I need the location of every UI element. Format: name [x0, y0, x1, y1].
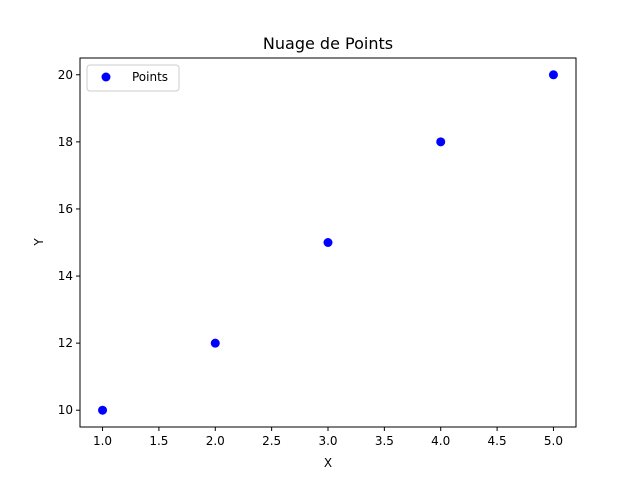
- y-tick-label: 14: [58, 269, 73, 283]
- x-axis-ticks: 1.0 1.5 2.0 2.5 3.0 3.5 4.0 4.5 5.0: [93, 427, 563, 448]
- legend-marker: [101, 72, 111, 82]
- x-tick-label: 4.5: [488, 434, 507, 448]
- scatter-points: [98, 70, 558, 415]
- legend-box: [86, 64, 180, 92]
- x-tick-label: 2.0: [206, 434, 225, 448]
- x-tick-label: 3.0: [318, 434, 337, 448]
- y-tick-label: 20: [58, 68, 73, 82]
- y-tick-label: 18: [58, 135, 73, 149]
- scatter-point: [323, 238, 333, 247]
- x-axis-label: X: [324, 456, 332, 470]
- scatter-point: [98, 405, 108, 415]
- scatter-point: [548, 70, 558, 80]
- x-tick-label: 5.0: [544, 434, 563, 448]
- y-axis-ticks: 10 12 14 16 18 20: [58, 68, 80, 417]
- x-tick-label: 1.5: [149, 434, 168, 448]
- y-tick-label: 16: [58, 202, 73, 216]
- x-tick-label: 3.5: [375, 434, 394, 448]
- y-axis-label: Y: [32, 238, 46, 247]
- x-tick-label: 4.0: [431, 434, 450, 448]
- legend-entry-points: Points: [132, 70, 168, 84]
- y-tick-label: 12: [58, 336, 73, 350]
- scatter-point: [436, 137, 446, 147]
- scatter-point: [210, 338, 220, 348]
- x-tick-label: 2.5: [262, 434, 281, 448]
- x-tick-label: 1.0: [93, 434, 112, 448]
- y-tick-label: 10: [58, 403, 73, 417]
- legend: Points: [86, 64, 180, 92]
- chart-title: Nuage de Points: [263, 34, 393, 53]
